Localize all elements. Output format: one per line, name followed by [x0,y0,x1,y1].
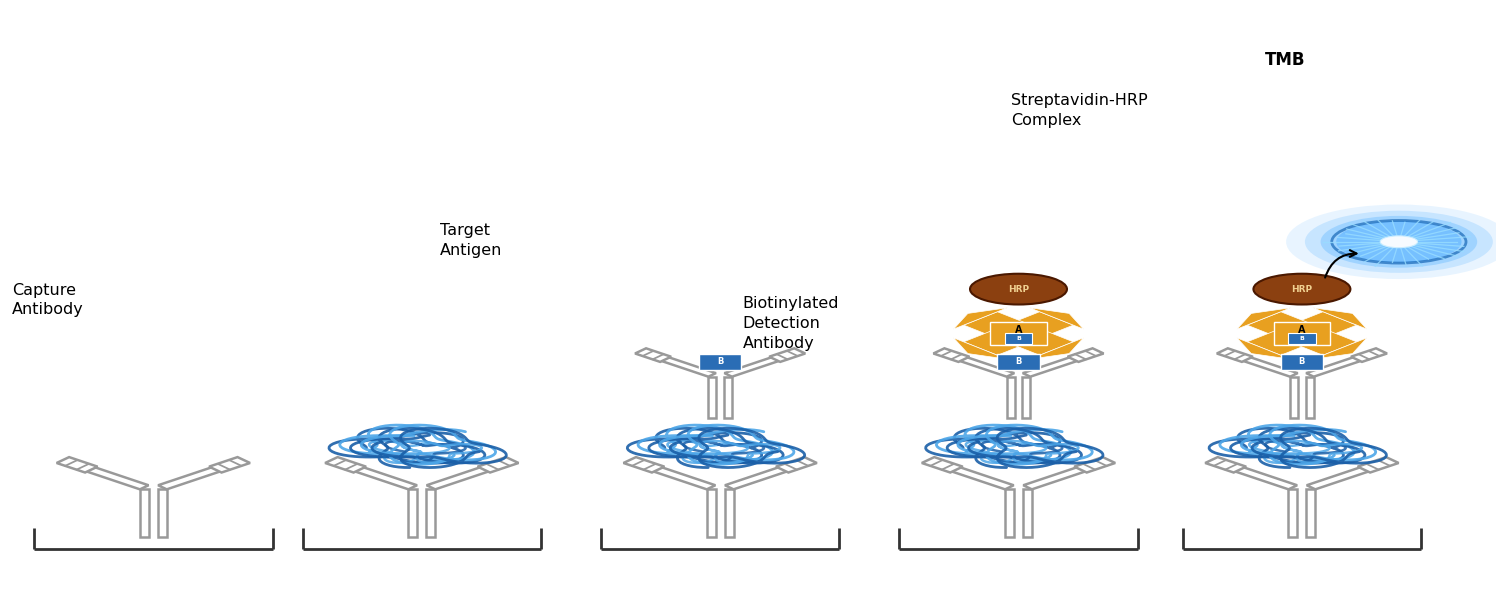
Polygon shape [1238,338,1292,359]
Polygon shape [1306,463,1383,490]
Ellipse shape [1286,205,1500,279]
Text: TMB: TMB [1264,52,1305,70]
Text: A: A [1298,325,1305,335]
Bar [1358,457,1398,473]
Ellipse shape [1336,221,1461,262]
Ellipse shape [1305,211,1492,273]
Polygon shape [963,312,1030,338]
Bar [776,457,818,473]
Polygon shape [948,353,1014,377]
Text: HRP: HRP [1292,284,1312,293]
Text: B: B [1016,337,1022,341]
Bar [724,377,732,418]
Ellipse shape [1254,274,1350,304]
Ellipse shape [1380,236,1417,248]
Polygon shape [650,353,716,377]
Polygon shape [1232,353,1298,377]
Polygon shape [1290,329,1358,355]
Bar [158,490,166,536]
Polygon shape [1023,353,1089,377]
Bar [408,490,417,536]
Polygon shape [639,463,716,490]
Bar [933,349,969,362]
Polygon shape [1007,312,1074,338]
Bar [1023,377,1031,418]
Bar [1288,490,1298,536]
Bar [1352,349,1388,362]
Text: B: B [1016,358,1022,367]
Bar [1306,377,1314,418]
Bar [1023,490,1032,536]
Bar [1290,377,1298,418]
Bar [209,457,251,473]
Polygon shape [1246,329,1314,355]
Text: Target
Antigen: Target Antigen [440,223,503,258]
Polygon shape [1312,308,1366,329]
Bar [477,457,519,473]
Polygon shape [74,463,148,490]
Polygon shape [1029,338,1083,359]
Bar [1306,490,1316,536]
Ellipse shape [1320,216,1478,268]
Text: Streptavidin-HRP
Complex: Streptavidin-HRP Complex [1011,93,1148,128]
Bar [140,490,148,536]
Polygon shape [1246,312,1314,338]
Bar [57,457,98,473]
Text: B: B [1299,337,1305,341]
Bar [770,349,806,362]
Bar [1216,349,1252,362]
Polygon shape [342,463,417,490]
Bar [1005,490,1014,536]
Ellipse shape [970,274,1066,304]
FancyBboxPatch shape [1274,322,1330,345]
Bar [1068,349,1104,362]
Bar [706,490,716,536]
FancyBboxPatch shape [990,322,1047,345]
Polygon shape [1007,329,1074,355]
Polygon shape [1290,312,1358,338]
Text: HRP: HRP [1008,284,1029,293]
Text: B: B [717,358,723,367]
Bar [634,349,670,362]
Polygon shape [954,308,1008,329]
Polygon shape [1312,338,1366,359]
Polygon shape [724,353,790,377]
Bar [624,457,664,473]
Polygon shape [1023,463,1100,490]
Polygon shape [954,338,1008,359]
Bar [724,490,734,536]
Bar [1074,457,1114,473]
Polygon shape [158,463,234,490]
Polygon shape [724,463,801,490]
Polygon shape [1306,353,1372,377]
Bar [1007,377,1014,418]
Polygon shape [1238,308,1292,329]
Text: Capture
Antibody: Capture Antibody [12,283,84,317]
Bar [922,457,963,473]
Text: Biotinylated
Detection
Antibody: Biotinylated Detection Antibody [742,296,839,351]
Bar [1204,457,1246,473]
Text: A: A [1014,325,1022,335]
Bar [426,490,435,536]
Polygon shape [426,463,502,490]
Polygon shape [938,463,1014,490]
Polygon shape [1029,308,1083,329]
Polygon shape [1221,463,1298,490]
Bar [708,377,716,418]
Bar [326,457,366,473]
Text: B: B [1299,358,1305,367]
Polygon shape [963,329,1030,355]
